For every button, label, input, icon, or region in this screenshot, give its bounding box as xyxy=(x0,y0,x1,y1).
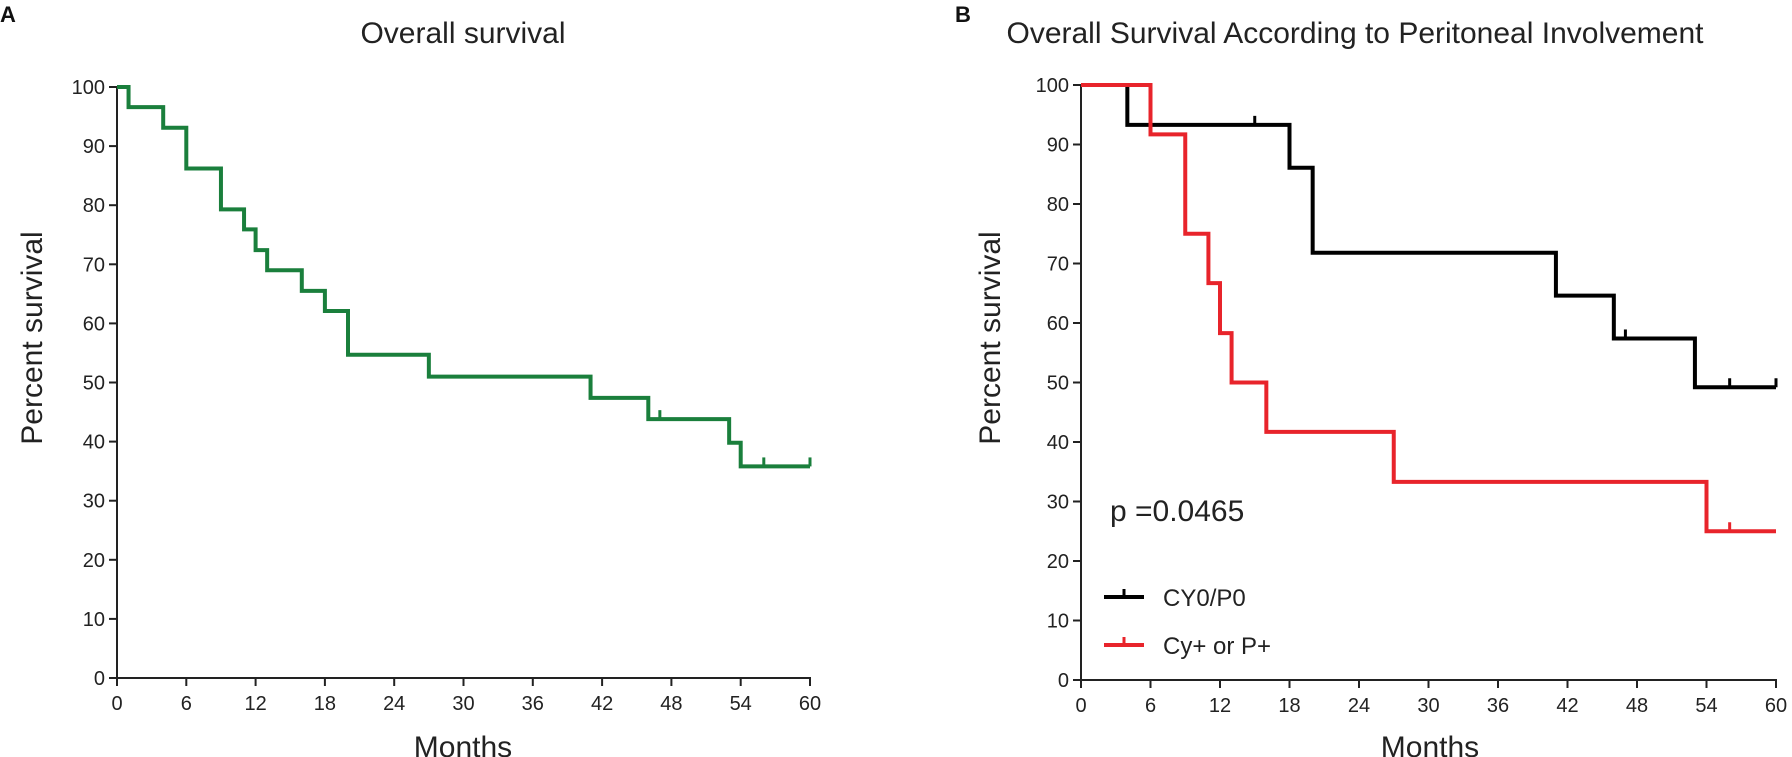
b-y-tick-label: 70 xyxy=(1047,254,1069,276)
panel-b-title: Overall Survival According to Peritoneal… xyxy=(1006,17,1704,50)
a-x-tick-label: 0 xyxy=(111,693,122,715)
b-x-tick-label: 18 xyxy=(1278,695,1300,717)
a-x-tick-label: 12 xyxy=(244,693,266,715)
a-y-tick-label: 90 xyxy=(83,136,105,158)
panel-a-series xyxy=(117,85,812,469)
panel-b-axes: 0 10 20 30 40 50 60 70 80 90 100 0 6 12 18 24 30 36 42 48 54… xyxy=(1036,75,1788,717)
panel-b: B Overall Survival According to Peritone… xyxy=(955,2,1787,757)
a-x-tick-label: 60 xyxy=(799,693,821,715)
panel-a-title: Overall survival xyxy=(360,17,565,50)
a-x-tick-label: 42 xyxy=(591,693,613,715)
panel-b-label: B xyxy=(955,2,971,27)
b-y-tick-label: 10 xyxy=(1047,611,1069,633)
a-y-tick-label: 60 xyxy=(83,313,105,335)
a-series-line-0 xyxy=(117,85,810,469)
a-y-tick-label: 80 xyxy=(83,195,105,217)
a-x-tick-label: 6 xyxy=(181,693,192,715)
panel-a-axes: 0 10 20 30 40 50 60 70 80 90 100 0 6 12 18 24 30 36 42 48 54… xyxy=(72,77,822,715)
a-y-tick-label: 30 xyxy=(83,491,105,513)
legend-label-cyp: Cy+ or P+ xyxy=(1163,633,1271,660)
b-y-tick-label: 60 xyxy=(1047,313,1069,335)
legend-item-cy0p0: CY0/P0 xyxy=(1104,585,1246,612)
b-y-tick-label: 20 xyxy=(1047,551,1069,573)
b-x-tick-label: 48 xyxy=(1626,695,1648,717)
a-x-tick-label: 18 xyxy=(314,693,336,715)
b-x-tick-label: 36 xyxy=(1487,695,1509,717)
b-x-tick-label: 60 xyxy=(1765,695,1787,717)
b-x-tick-label: 6 xyxy=(1145,695,1156,717)
legend: CY0/P0 Cy+ or P+ xyxy=(1104,585,1271,660)
a-y-tick-label: 20 xyxy=(83,550,105,572)
a-x-tick-label: 48 xyxy=(660,693,682,715)
a-y-tick-label: 40 xyxy=(83,432,105,454)
b-y-tick-label: 100 xyxy=(1036,75,1069,97)
a-y-tick-label: 70 xyxy=(83,254,105,276)
b-y-tick-label: 80 xyxy=(1047,194,1069,216)
b-x-tick-label: 24 xyxy=(1348,695,1370,717)
a-x-tick-label: 36 xyxy=(522,693,544,715)
b-x-tick-label: 30 xyxy=(1417,695,1439,717)
b-y-tick-label: 90 xyxy=(1047,135,1069,157)
b-x-tick-label: 54 xyxy=(1695,695,1717,717)
panel-a-label: A xyxy=(0,2,16,27)
a-x-tick-label: 54 xyxy=(730,693,752,715)
p-value-annotation: p =0.0465 xyxy=(1110,495,1244,528)
panel-b-series xyxy=(1081,83,1778,534)
panel-a-xlabel: Months xyxy=(414,731,512,757)
b-x-tick-label: 42 xyxy=(1556,695,1578,717)
a-x-tick-label: 30 xyxy=(452,693,474,715)
b-series-line-1 xyxy=(1081,83,1776,534)
b-x-tick-label: 0 xyxy=(1075,695,1086,717)
panel-a: A Overall survival Percent survival Mont… xyxy=(0,2,821,757)
b-y-tick-label: 30 xyxy=(1047,492,1069,514)
a-y-tick-label: 10 xyxy=(83,609,105,631)
a-x-tick-label: 24 xyxy=(383,693,405,715)
b-y-tick-label: 0 xyxy=(1058,670,1069,692)
a-y-tick-label: 50 xyxy=(83,373,105,395)
panel-b-ylabel: Percent survival xyxy=(974,231,1007,444)
legend-label-cy0p0: CY0/P0 xyxy=(1163,585,1246,612)
a-y-tick-label: 0 xyxy=(94,668,105,690)
b-y-tick-label: 50 xyxy=(1047,373,1069,395)
b-x-tick-label: 12 xyxy=(1209,695,1231,717)
panel-a-ylabel: Percent survival xyxy=(16,231,49,444)
panel-b-xlabel: Months xyxy=(1381,731,1479,757)
a-y-tick-label: 100 xyxy=(72,77,105,99)
b-y-tick-label: 40 xyxy=(1047,432,1069,454)
b-series-line-0 xyxy=(1081,83,1776,390)
legend-item-cyp: Cy+ or P+ xyxy=(1104,633,1271,660)
